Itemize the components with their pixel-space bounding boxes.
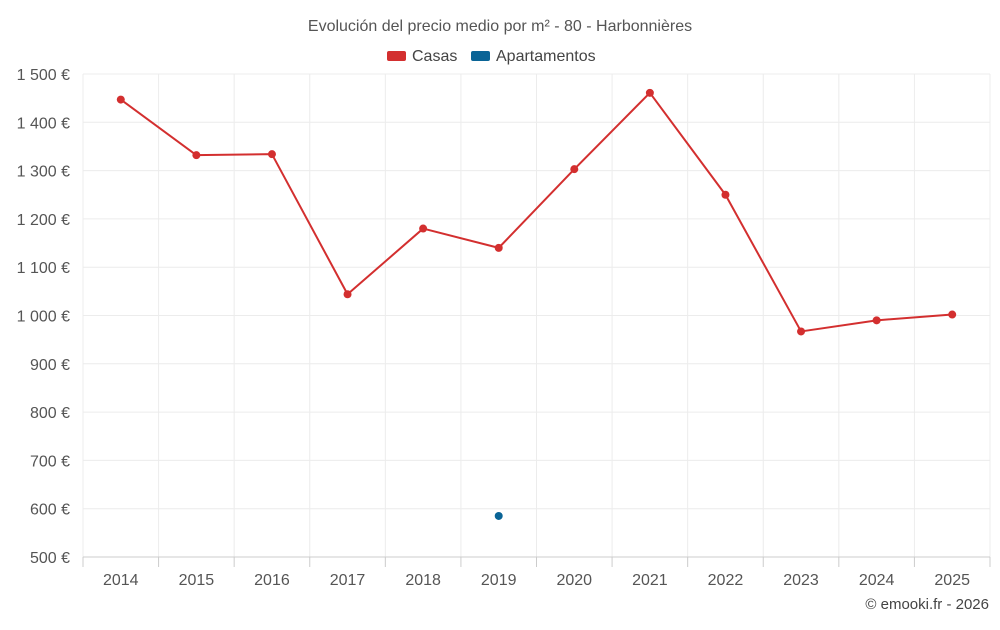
x-tick-label: 2022	[708, 572, 744, 589]
data-point-casas-2018[interactable]	[419, 224, 428, 233]
x-tick-label: 2024	[859, 572, 895, 589]
y-tick-label: 900 €	[30, 357, 70, 374]
x-tick-label: 2017	[330, 572, 366, 589]
x-tick-label: 2020	[556, 572, 592, 589]
legend-swatch-casas[interactable]	[387, 51, 406, 61]
x-tick-label: 2016	[254, 572, 290, 589]
chart-legend: Casas Apartamentos	[387, 48, 596, 65]
data-point-apartamentos-2019[interactable]	[494, 511, 503, 520]
series	[116, 88, 957, 520]
x-tick-label: 2021	[632, 572, 668, 589]
x-tick-label: 2023	[783, 572, 819, 589]
data-point-casas-2024[interactable]	[872, 316, 881, 325]
y-tick-label: 700 €	[30, 453, 70, 470]
y-tick-label: 500 €	[30, 550, 70, 567]
y-tick-label: 1 000 €	[17, 309, 70, 326]
y-tick-label: 1 300 €	[17, 164, 70, 181]
x-tick-label: 2025	[934, 572, 970, 589]
x-tick-label: 2015	[179, 572, 215, 589]
y-tick-label: 1 200 €	[17, 212, 70, 229]
chart-credit: © emooki.fr - 2026	[865, 596, 989, 613]
data-point-casas-2014[interactable]	[116, 95, 125, 104]
chart-title: Evolución del precio medio por m² - 80 -…	[308, 18, 692, 35]
y-tick-label: 1 500 €	[17, 67, 70, 84]
series-line-casas	[120, 91, 953, 333]
data-point-casas-2015[interactable]	[192, 151, 201, 160]
data-point-casas-2022[interactable]	[721, 190, 730, 199]
y-tick-label: 600 €	[30, 502, 70, 519]
grid	[82, 73, 991, 557]
data-point-casas-2023[interactable]	[797, 327, 806, 336]
legend-label-apartamentos[interactable]: Apartamentos	[496, 48, 596, 65]
y-tick-label: 1 400 €	[17, 115, 70, 132]
axes: 500 € 600 € 700 € 800 € 900 € 1 000 € 1 100 € 1…	[17, 67, 991, 589]
x-tick-label: 2014	[103, 572, 139, 589]
legend-label-casas[interactable]: Casas	[412, 48, 457, 65]
data-point-casas-2020[interactable]	[570, 165, 579, 174]
legend-swatch-apartamentos[interactable]	[471, 51, 490, 61]
data-point-casas-2017[interactable]	[343, 290, 352, 299]
data-point-casas-2019[interactable]	[494, 243, 503, 252]
data-point-casas-2025[interactable]	[948, 310, 957, 319]
y-tick-label: 1 100 €	[17, 260, 70, 277]
x-tick-label: 2018	[405, 572, 441, 589]
data-point-casas-2016[interactable]	[267, 150, 276, 159]
x-tick-label: 2019	[481, 572, 517, 589]
y-tick-label: 800 €	[30, 405, 70, 422]
data-point-casas-2021[interactable]	[645, 88, 654, 97]
